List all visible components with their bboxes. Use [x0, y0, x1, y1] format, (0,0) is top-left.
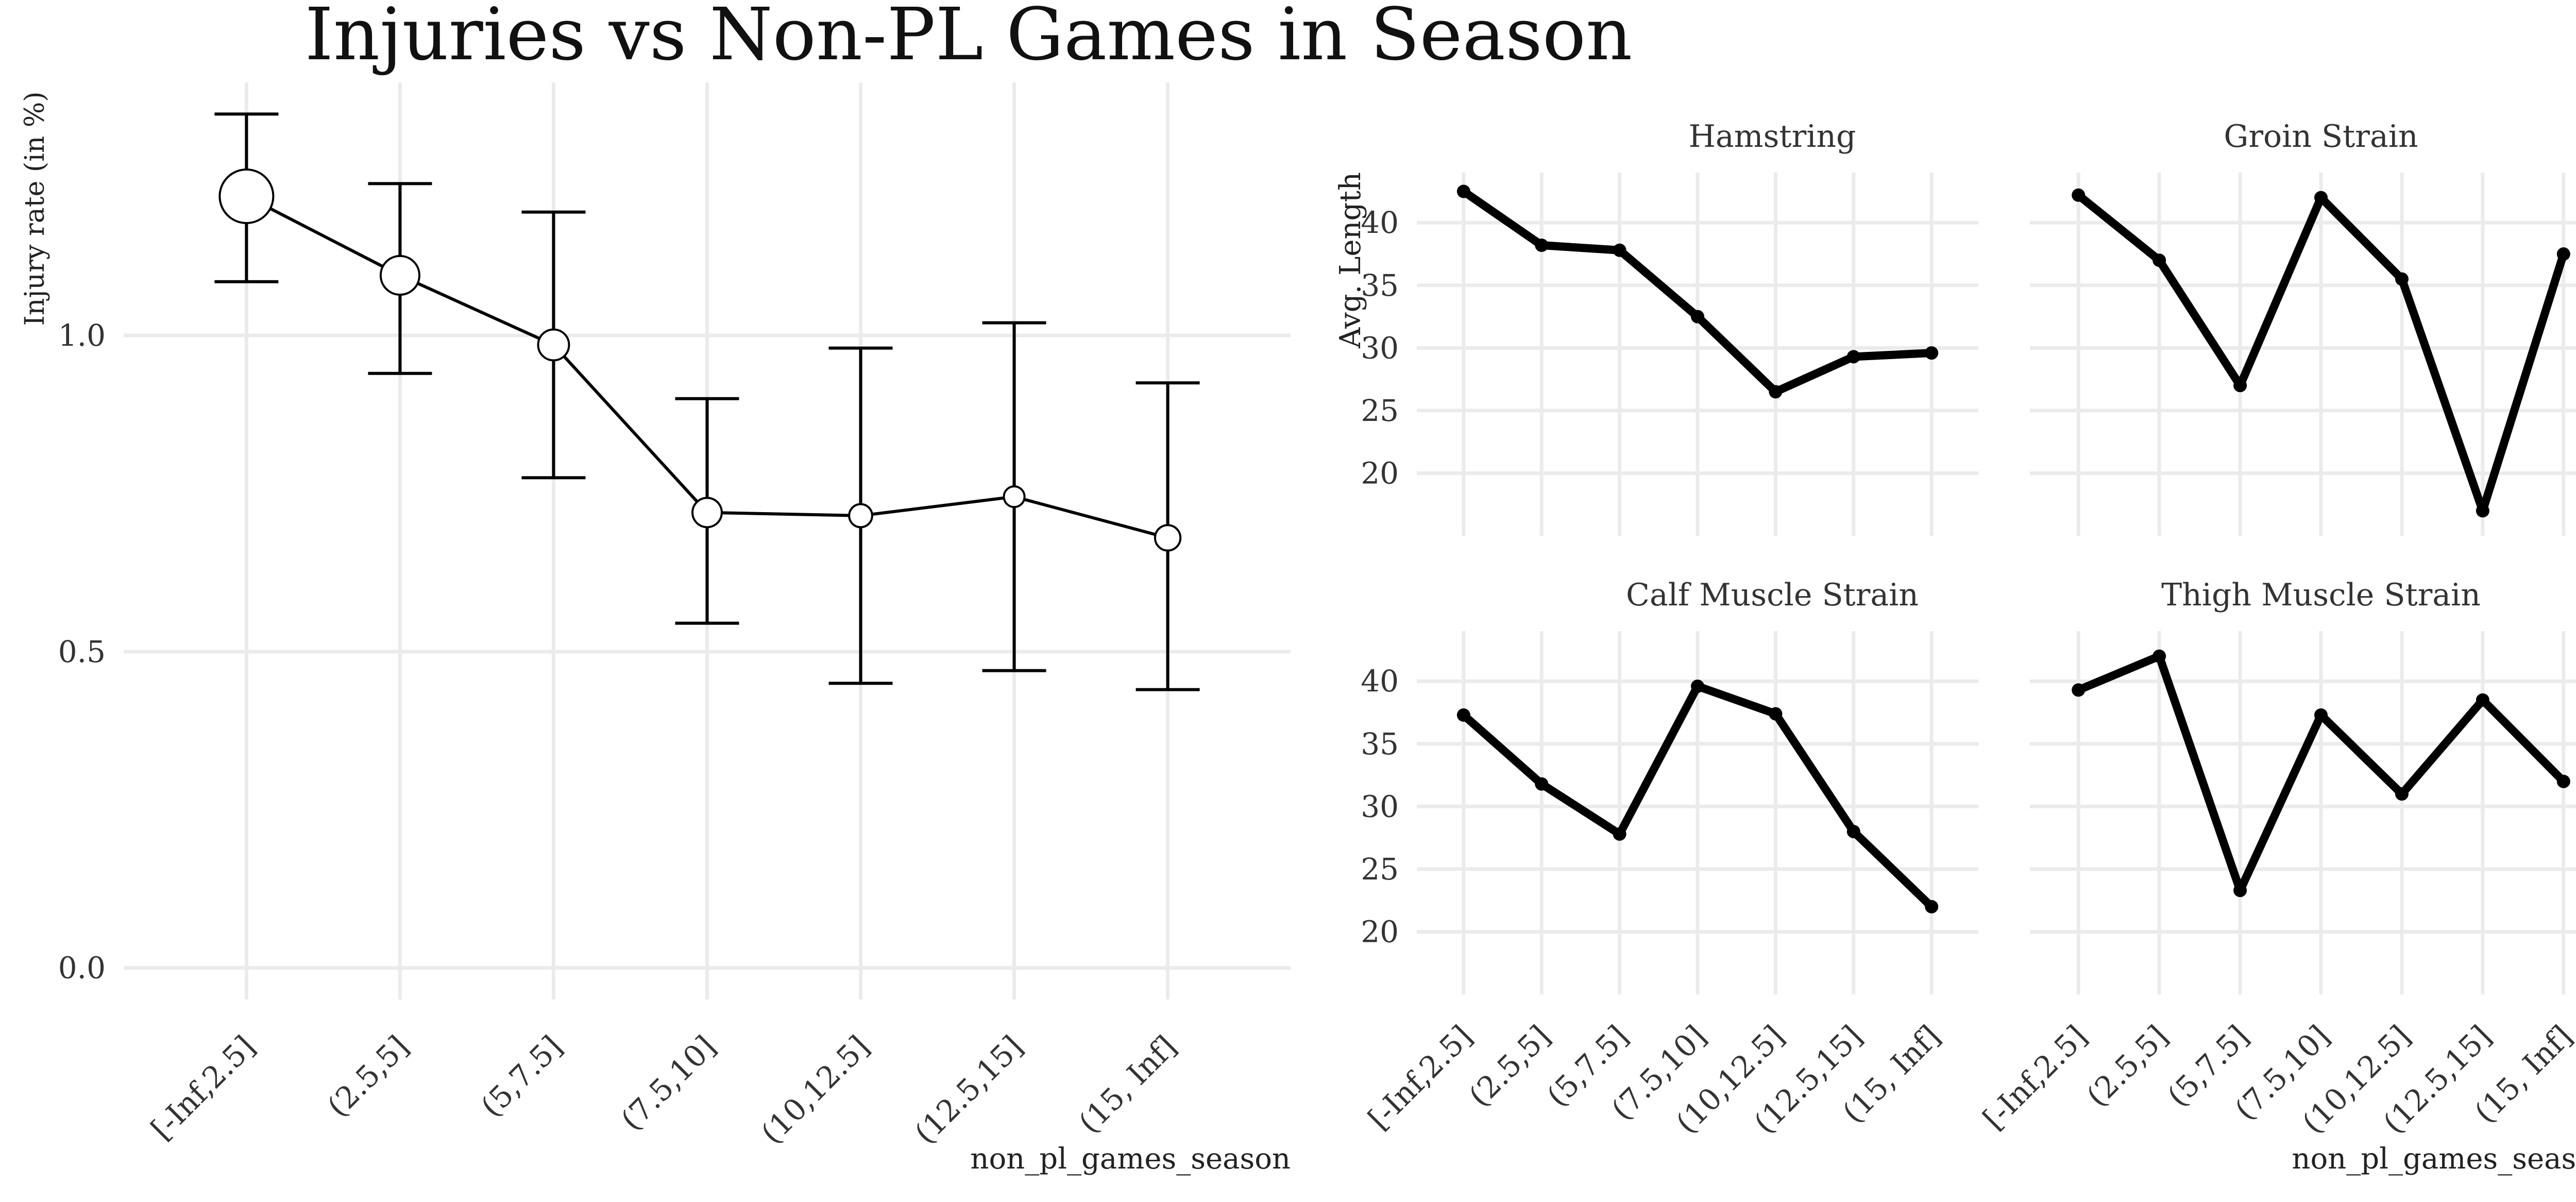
- avg-length-point: [1925, 346, 1939, 360]
- avg-length-point: [2314, 708, 2328, 722]
- facet-y-tick-label: 20: [1361, 914, 1399, 949]
- facet-title-groin-strain: Groin Strain: [2224, 118, 2418, 155]
- avg-length-point: [1769, 385, 1783, 399]
- facet-y-tick-label: 40: [1361, 205, 1399, 240]
- facet-title-hamstring: Hamstring: [1689, 118, 1856, 155]
- facet-thigh-muscle-strain: Thigh Muscle Strain [-Inf,2.5](2.5,5](5,…: [1976, 577, 2576, 1140]
- injury-rate-point: [379, 255, 421, 296]
- avg-length-point: [2072, 188, 2086, 202]
- avg-length-point: [1769, 707, 1783, 721]
- facet-y-tick-label: 40: [1361, 664, 1399, 699]
- facet-y-axis-title: Avg. Length: [1334, 172, 1367, 349]
- avg-length-point: [1691, 310, 1704, 324]
- avg-length-point: [2556, 247, 2570, 261]
- avg-length-point: [2556, 774, 2570, 788]
- avg-length-point: [2314, 191, 2328, 205]
- avg-length-point: [1691, 679, 1704, 693]
- facet-y-tick-label: 30: [1361, 789, 1399, 824]
- avg-length-point: [1613, 827, 1626, 841]
- left-y-tick-label: 0.0: [58, 951, 106, 986]
- left-x-tick-label: [-Inf,2.5]: [144, 1029, 262, 1147]
- avg-length-point: [1535, 239, 1549, 252]
- facet-title-thigh-muscle-strain: Thigh Muscle Strain: [2161, 577, 2481, 613]
- avg-length-point: [1456, 708, 1470, 722]
- injury-rate-point: [537, 328, 570, 362]
- facet-panels: Hamstring 20 25 30 35 40 Groin Strain Calf M…: [1361, 118, 2576, 1140]
- left-x-tick-label: (12.5,15]: [908, 1029, 1030, 1151]
- avg-length-point: [1925, 900, 1939, 913]
- avg-length-point: [1535, 777, 1549, 791]
- avg-length-point: [2072, 683, 2086, 697]
- avg-length-point: [2395, 272, 2409, 286]
- facet-x-tick-label: (2.5,5]: [1462, 1019, 1557, 1113]
- left-x-tick-label: (10,12.5]: [754, 1029, 876, 1151]
- avg-length-point: [1846, 824, 1860, 838]
- injury-rate-point: [1003, 485, 1026, 509]
- avg-length-point: [2395, 787, 2409, 801]
- left-x-tick-label: (2.5,5]: [320, 1029, 415, 1124]
- left-x-tick-label: (5,7.5]: [474, 1029, 569, 1124]
- left-x-tick-label: (15, Inf]: [1072, 1029, 1183, 1140]
- avg-length-point: [2153, 649, 2166, 663]
- avg-length-point: [2476, 693, 2489, 707]
- injury-rate-point: [848, 503, 873, 529]
- avg-length-point: [2476, 504, 2489, 518]
- avg-length-point: [2153, 253, 2166, 267]
- left-y-tick-label: 0.5: [58, 634, 106, 669]
- injury-rate-point: [1154, 524, 1182, 552]
- left-x-tick-label: (7.5,10]: [614, 1029, 723, 1138]
- facet-y-tick-label: 25: [1361, 393, 1399, 428]
- facet-x-tick-label: [-Inf,2.5]: [1361, 1019, 1479, 1137]
- facet-groin-strain: Groin Strain: [2030, 118, 2576, 536]
- avg-length-point: [1846, 350, 1860, 364]
- chart-title: Injuries vs Non-PL Games in Season: [305, 0, 1633, 77]
- avg-length-point: [1456, 184, 1470, 198]
- facet-y-tick-label: 20: [1361, 455, 1399, 490]
- facet-x-tick-label: [-Inf,2.5]: [1976, 1019, 2094, 1137]
- injury-rate-panel: 0.0 0.5 1.0 [-Inf,2.5] (2.5,5] (5,7.5] (7.5,10…: [58, 82, 1291, 1150]
- avg-length-point: [2233, 379, 2247, 393]
- left-y-tick-label: 1.0: [58, 318, 106, 353]
- injury-rate-point: [691, 497, 723, 529]
- avg-length-point: [1613, 243, 1626, 257]
- facet-hamstring: Hamstring 20 25 30 35 40: [1361, 118, 1978, 536]
- facet-y-tick-label: 25: [1361, 852, 1399, 887]
- facet-y-tick-label: 35: [1361, 726, 1399, 761]
- injury-rate-point: [218, 168, 275, 224]
- avg-length-point: [2233, 884, 2247, 898]
- left-y-axis-title: Injury rate (in %): [20, 91, 50, 326]
- facet-x-tick-label: (2.5,5]: [2080, 1019, 2175, 1113]
- facet-y-tick-label: 30: [1361, 330, 1399, 365]
- left-x-axis-title: non_pl_games_season: [970, 1142, 1291, 1176]
- facet-y-tick-label: 35: [1361, 268, 1399, 303]
- facet-calf-muscle-strain: Calf Muscle Strain 20 25 30 35 40 [-Inf,2.5](…: [1361, 577, 1978, 1140]
- facet-x-axis-title: non_pl_games_season: [2292, 1142, 2576, 1176]
- facet-title-calf-muscle-strain: Calf Muscle Strain: [1626, 577, 1919, 613]
